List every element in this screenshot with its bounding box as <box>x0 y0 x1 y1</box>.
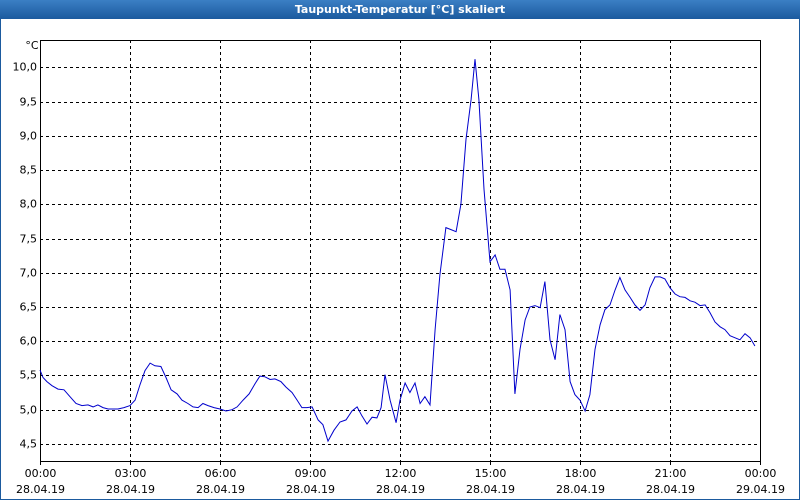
x-tick-date: 28.04.19 <box>16 483 65 496</box>
y-tick-label: 8,0 <box>20 198 38 211</box>
x-tick-date: 28.04.19 <box>286 483 335 496</box>
x-tick-label: 00:00 <box>25 467 57 480</box>
y-tick-label: 8,5 <box>20 164 38 177</box>
x-tick-label: 00:00 <box>745 467 777 480</box>
x-tick-date: 28.04.19 <box>376 483 425 496</box>
y-tick-label: 7,0 <box>20 267 38 280</box>
x-tick-label: 21:00 <box>655 467 687 480</box>
x-tick-date: 28.04.19 <box>466 483 515 496</box>
title-bar <box>0 0 800 19</box>
x-tick-label: 18:00 <box>565 467 597 480</box>
y-tick-label: 6,5 <box>20 301 38 314</box>
y-tick-label: 4,5 <box>20 438 38 451</box>
y-tick-label: 7,5 <box>20 233 38 246</box>
x-tick-label: 03:00 <box>115 467 147 480</box>
x-tick-label: 09:00 <box>295 467 327 480</box>
y-tick-label: 9,0 <box>20 130 38 143</box>
x-tick-date: 28.04.19 <box>556 483 605 496</box>
x-tick-label: 12:00 <box>385 467 417 480</box>
y-tick-label: 10,0 <box>13 61 38 74</box>
y-unit: °C <box>25 39 39 52</box>
x-tick-date: 28.04.19 <box>196 483 245 496</box>
y-tick-label: 6,0 <box>20 335 38 348</box>
y-tick-label: 5,0 <box>20 404 38 417</box>
x-tick-date: 28.04.19 <box>106 483 155 496</box>
chart-title: Taupunkt-Temperatur [°C] skaliert <box>295 3 505 16</box>
y-tick-label: 9,5 <box>20 96 38 109</box>
y-tick-label: 5,5 <box>20 369 38 382</box>
x-tick-date: 28.04.19 <box>646 483 695 496</box>
x-tick-label: 06:00 <box>205 467 237 480</box>
plot-frame <box>40 40 761 462</box>
x-tick-label: 15:00 <box>475 467 507 480</box>
x-tick-date: 29.04.19 <box>736 483 785 496</box>
data-line <box>39 59 756 443</box>
